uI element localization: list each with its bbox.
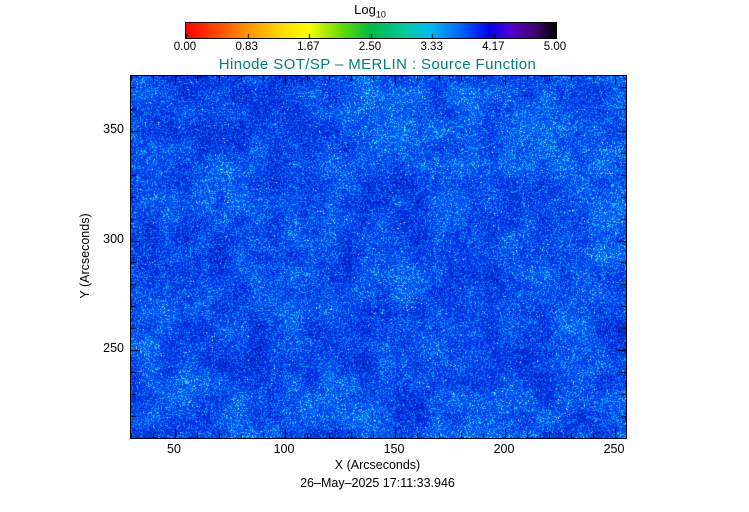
x-tick-label: 150 [383,442,405,456]
colorbar-label-sub: 10 [375,9,386,20]
plot-area [130,75,627,439]
colorbar-tick-label: 1.67 [297,41,320,53]
colorbar-tick-label: 2.50 [358,41,382,53]
colorbar-tick-label: 5.00 [543,41,567,53]
y-tick-label: 350 [103,121,124,136]
y-tick-label: 300 [103,231,124,246]
x-tick-label: 200 [493,442,515,456]
x-tick-label: 50 [167,442,181,456]
y-axis-label: Y (Arcseconds) [78,213,92,299]
colorbar-label-main: Log [354,2,376,17]
colorbar-tick-label: 0.00 [173,41,197,53]
colorbar-tick-label: 3.33 [420,41,443,53]
x-tick-label: 100 [273,442,295,456]
colorbar-tick-label: 4.17 [482,41,505,53]
colorbar [185,22,557,39]
axes-ticks-overlay [131,76,626,438]
timestamp: 26–May–2025 17:11:33.946 [300,476,455,490]
colorbar-tick-label: 0.83 [235,41,258,53]
colorbar-label: Log10 [185,2,555,20]
plot-title: Hinode SOT/SP – MERLIN : Source Function [218,56,537,73]
y-tick-label: 250 [103,341,124,356]
x-axis-label: X (Arcseconds) [334,458,421,472]
x-tick-label: 250 [603,442,625,456]
